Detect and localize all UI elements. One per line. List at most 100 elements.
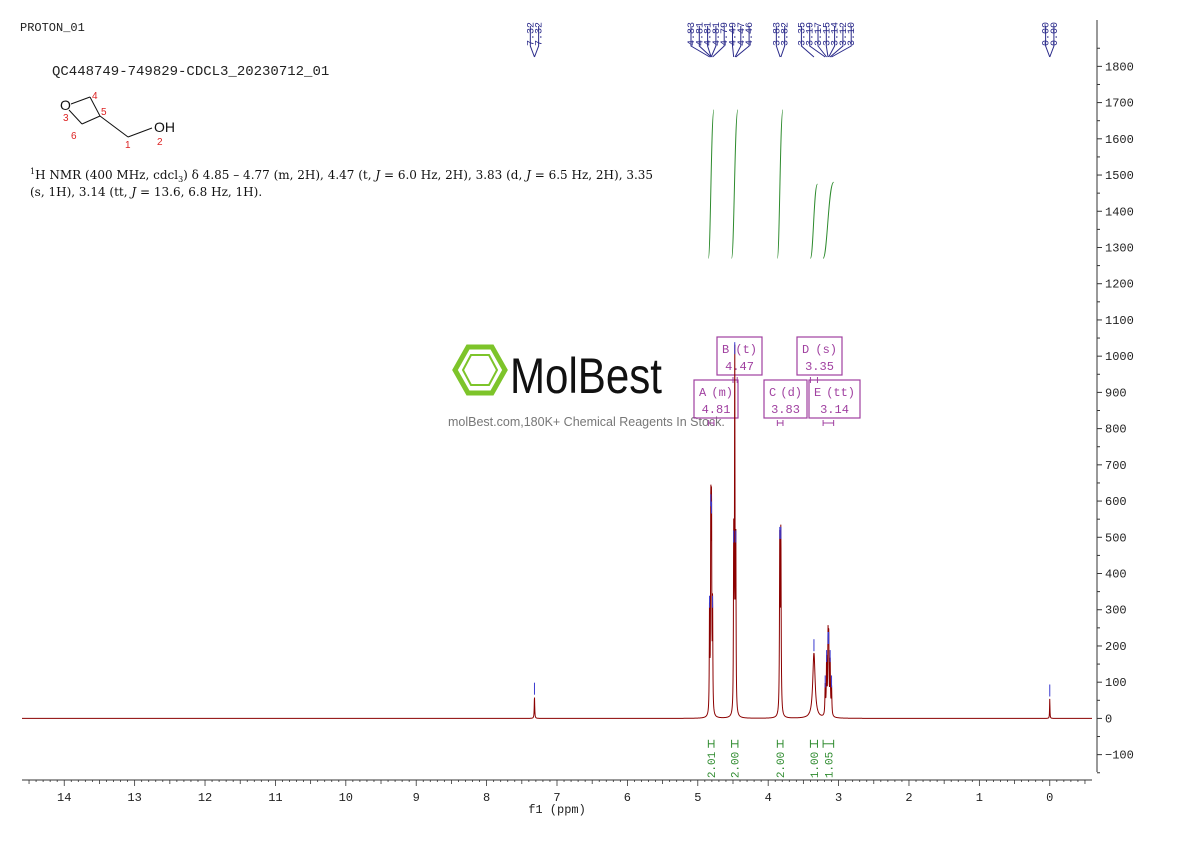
peak-label: 3.12 [839,22,850,46]
peak-label-connector [529,26,535,58]
peak-label: 0.00 [1050,22,1061,46]
x-tick-label: 1 [976,791,983,805]
atom-number-3: 3 [63,113,69,124]
multiplet-type: (s) [815,343,837,357]
atom-number-1: 1 [125,140,131,151]
y-tick-label: 1200 [1105,278,1134,292]
molbest-logo-icon [452,344,508,396]
multiplet-type: (t) [735,343,757,357]
multiplet-box-frame [796,336,843,376]
peak-label-connector [775,26,781,58]
y-tick-label: 400 [1105,568,1127,582]
peak-label: 4.83 [687,22,698,46]
integral-curve [731,109,739,259]
integral-value: 1.05 [824,752,836,778]
multiplet-shift: 4.47 [725,360,754,374]
y-tick-label: 500 [1105,531,1127,545]
peak-label-connector [690,26,711,58]
multiplet-shift: 3.14 [820,403,849,417]
x-tick-label: 10 [339,791,353,805]
peak-label-connector [829,26,844,58]
watermark: MolBest molBest.com,180K+ Chemical Reage… [448,344,725,429]
peak-label: 3.35 [797,22,808,46]
x-tick-label: 9 [413,791,420,805]
peak-label-connector [809,26,826,58]
multiplet-box-frame [693,379,739,419]
x-tick-label: 6 [624,791,631,805]
y-tick-label: 200 [1105,640,1127,654]
spectrum-line [22,344,1092,719]
y-tick-label: 1600 [1105,133,1134,147]
multiplet-box-frame [716,336,763,376]
molecule-structure: O 3 4 5 6 1 OH 2 [60,91,175,151]
x-axis-label: f1 (ppm) [528,803,586,817]
x-tick-label: 14 [57,791,71,805]
sample-name: QC448749-749829-CDCL3_20230712_01 [52,64,329,80]
peak-label-connector [698,26,712,58]
multiplet-type: (m) [711,386,733,400]
y-tick-label: 1000 [1105,350,1134,364]
multiplet-box-e: E (tt) 3.14 [808,379,861,426]
peak-label: 4.46 [745,22,756,46]
x-tick-label: 8 [483,791,490,805]
spectrum [22,342,1092,719]
x-tick-label: 4 [765,791,772,805]
integral-curve [776,109,784,259]
x-tick-label: 5 [694,791,701,805]
y-tick-label: 700 [1105,459,1127,473]
peak-label: 7.32 [535,22,546,46]
watermark-tagline: molBest.com,180K+ Chemical Reagents In S… [448,415,725,429]
y-tick-label: −100 [1105,749,1134,763]
peak-label-connector [732,26,735,58]
integral-value: 2.00 [731,752,743,778]
integral-value: 2.00 [776,752,788,778]
peak-labels: 7.327.32 4.834.814.814.814.794.494.474.46… [526,22,1061,58]
multiplet-box-frame [763,379,808,419]
watermark-brand: MolBest [510,348,662,404]
y-tick-label: 900 [1105,386,1127,400]
y-tick-label: 1400 [1105,205,1134,219]
x-axis: 14 13 12 11 10 9 8 7 6 5 4 3 2 1 0 [22,779,1092,805]
x-tick-label: 13 [127,791,141,805]
integral-value: 1.00 [810,752,822,778]
multiplet-letter: A [699,386,707,400]
peak-label-connector [780,26,786,58]
integral-markers: 2.01 2.00 2.00 1.00 1.05 [707,739,836,778]
atom-number-2: 2 [157,137,163,148]
peak-label-connector [800,26,815,58]
peak-label: 0.00 [1042,22,1053,46]
peak-label-connector [825,26,829,58]
peak-label: 3.19 [806,22,817,46]
multiplet-boxes: A (m) 4.81 B (t) 4.47 C (d) 3.83 D (s) 3.35 E (tt) 3.1… [693,336,861,426]
integral-curve [707,109,715,259]
x-tick-label: 7 [553,791,560,805]
multiplet-shift: 3.83 [771,403,800,417]
peak-label-connector [831,26,852,58]
x-tick-label: 12 [198,791,212,805]
peak-label-connector [734,26,742,58]
y-tick-label: 1700 [1105,97,1134,111]
y-tick-label: 800 [1105,423,1127,437]
multiplet-type: (tt) [826,386,855,400]
multiplet-letter: D [802,343,809,357]
peak-label: 3.14 [831,22,842,46]
x-tick-label: 11 [268,791,282,805]
integral-value: 2.01 [707,751,719,778]
y-tick-label: 100 [1105,676,1127,690]
multiplet-box-frame [808,379,861,419]
peak-label: 3.15 [822,22,833,46]
peak-label: 4.47 [737,22,748,46]
atom-number-4: 4 [92,91,98,102]
multiplet-letter: C [769,386,776,400]
multiplet-box-d: D (s) 3.35 [796,336,843,383]
peak-label: 3.10 [847,22,858,46]
multiplet-box-b: B (t) 4.47 [716,336,763,383]
x-tick-label: 3 [835,791,842,805]
multiplet-letter: E [814,386,821,400]
peak-label: 7.32 [526,22,537,46]
y-tick-label: 1500 [1105,169,1134,183]
peak-label: 4.81 [695,22,706,46]
peak-label-connector [828,26,836,58]
peak-label: 3.17 [814,22,825,46]
multiplet-shift: 3.35 [805,360,834,374]
